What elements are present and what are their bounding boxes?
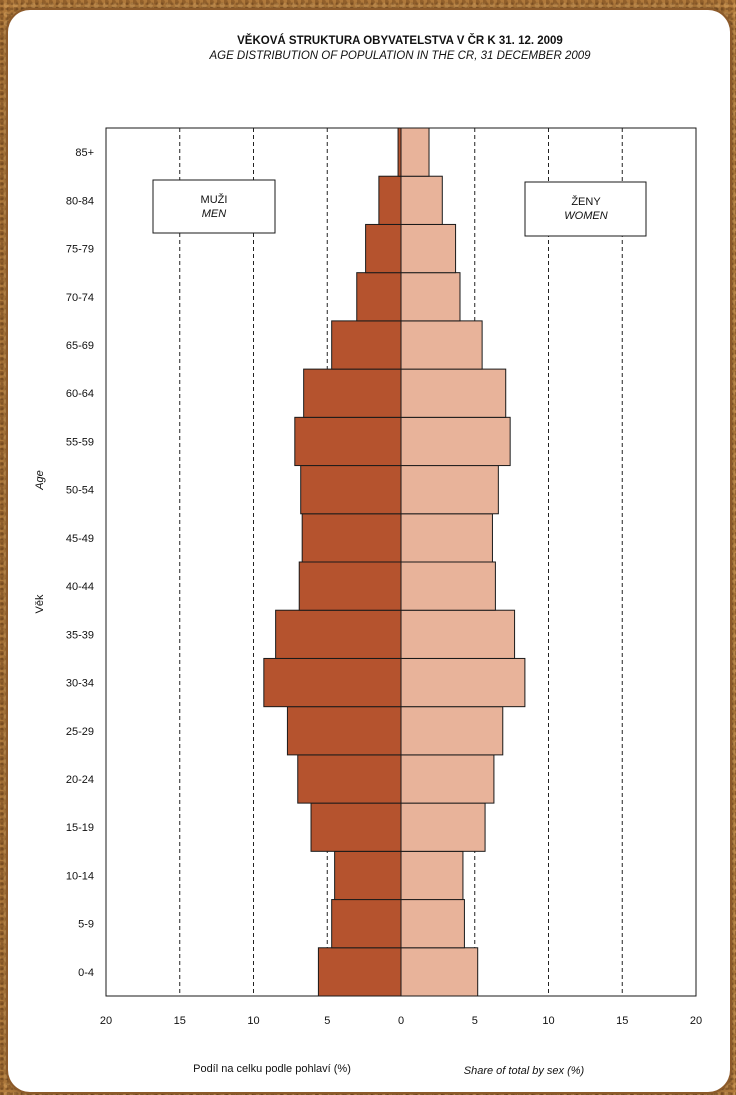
bar-women-75-79 — [400, 223, 457, 274]
bar-women-65-69 — [400, 320, 483, 370]
legend-women-box — [524, 181, 647, 237]
x-tick-label: 20 — [690, 1015, 702, 1027]
bar-men-45-49 — [301, 513, 402, 563]
y-tick-label: 60-64 — [66, 388, 94, 400]
bar-men-60-64 — [303, 368, 402, 418]
y-tick-label: 45-49 — [66, 533, 94, 545]
bar-women-80-84 — [400, 175, 443, 225]
x-tick-label: 15 — [616, 1015, 628, 1027]
population-pyramid-chart: VĚKOVÁ STRUKTURA OBYVATELSTVA V ČR K 31.… — [34, 34, 702, 1077]
bar-men-0-4 — [317, 947, 402, 997]
bar-men-55-59 — [294, 416, 402, 467]
bar-women-70-74 — [400, 272, 461, 322]
y-tick-label: 25-29 — [66, 726, 94, 738]
bars-group — [263, 127, 526, 997]
y-tick-label: 75-79 — [66, 244, 94, 256]
y-tick-label: 30-34 — [66, 678, 94, 690]
bar-men-10-14 — [334, 850, 402, 901]
bar-women-20-24 — [400, 754, 495, 804]
plot-area-border — [105, 127, 697, 997]
chart-frame: VĚKOVÁ STRUKTURA OBYVATELSTVA V ČR K 31.… — [8, 10, 730, 1092]
bar-women-85+ — [400, 127, 430, 177]
y-tick-label: 40-44 — [66, 581, 94, 593]
y-tick-label: 0-4 — [78, 967, 94, 979]
x-axis-title-en: Share of total by sex (%) — [464, 1065, 585, 1077]
bar-women-30-34 — [400, 657, 526, 708]
legend-men-label-cz: MUŽI — [201, 193, 228, 206]
bar-women-5-9 — [400, 899, 465, 949]
y-tick-label: 35-39 — [66, 629, 94, 641]
bar-women-35-39 — [400, 609, 516, 659]
bar-women-0-4 — [400, 947, 479, 997]
y-axis-title-en: Age — [34, 470, 46, 491]
y-tick-label: 15-19 — [66, 822, 94, 834]
x-tick-label: 0 — [398, 1015, 404, 1027]
x-tick-label: 20 — [100, 1015, 112, 1027]
bar-men-65-69 — [331, 320, 402, 370]
x-axis-title-cz: Podíl na celku podle pohlaví (%) — [193, 1063, 351, 1075]
y-tick-labels: 0-4 5-9 10-14 15-19 20-24 25-29 30-34 35-39 40-4… — [66, 147, 94, 979]
bar-women-40-44 — [400, 561, 496, 611]
legend-men: MUŽI MEN — [152, 179, 276, 234]
y-tick-label: 50-54 — [66, 485, 94, 497]
bar-men-40-44 — [298, 561, 402, 611]
x-tick-label: 5 — [472, 1015, 478, 1027]
bar-men-30-34 — [263, 657, 402, 708]
bar-men-20-24 — [297, 754, 402, 804]
bar-men-75-79 — [365, 223, 402, 274]
y-tick-label: 55-59 — [66, 436, 94, 448]
y-tick-label: 70-74 — [66, 292, 94, 304]
bar-women-55-59 — [400, 416, 511, 467]
legend-men-box — [152, 179, 276, 234]
bar-men-15-19 — [310, 802, 402, 852]
bar-men-70-74 — [356, 272, 402, 322]
bar-men-35-39 — [275, 609, 402, 659]
y-tick-label: 10-14 — [66, 870, 94, 882]
chart-title: VĚKOVÁ STRUKTURA OBYVATELSTVA V ČR K 31.… — [237, 34, 563, 47]
x-tick-label: 10 — [247, 1015, 259, 1027]
legend-women: ŽENY WOMEN — [524, 181, 647, 237]
bar-men-25-29 — [286, 706, 402, 756]
legend-women-label-cz: ŽENY — [571, 195, 601, 208]
x-tick-label: 10 — [542, 1015, 554, 1027]
bar-men-5-9 — [331, 899, 402, 949]
legend-women-label-en: WOMEN — [564, 210, 607, 222]
bar-women-10-14 — [400, 850, 464, 901]
legend-men-label-en: MEN — [202, 208, 227, 220]
y-tick-label: 65-69 — [66, 340, 94, 352]
chart-subtitle: AGE DISTRIBUTION OF POPULATION IN THE CR… — [208, 50, 591, 62]
bar-men-80-84 — [378, 175, 402, 225]
x-tick-label: 15 — [174, 1015, 186, 1027]
bar-women-15-19 — [400, 802, 486, 852]
bar-women-50-54 — [400, 465, 499, 515]
x-tick-labels: 20 15 10 5 0 5 10 15 20 — [100, 1015, 702, 1027]
bar-men-50-54 — [300, 465, 402, 515]
bar-women-25-29 — [400, 706, 504, 756]
y-tick-label: 85+ — [75, 147, 94, 159]
x-tick-label: 5 — [324, 1015, 330, 1027]
bar-women-60-64 — [400, 368, 507, 418]
y-axis-title-cz: Věk — [34, 594, 46, 613]
y-tick-label: 80-84 — [66, 195, 94, 207]
y-tick-label: 20-24 — [66, 774, 94, 786]
y-tick-label: 5-9 — [78, 919, 94, 931]
bar-women-45-49 — [400, 513, 493, 563]
